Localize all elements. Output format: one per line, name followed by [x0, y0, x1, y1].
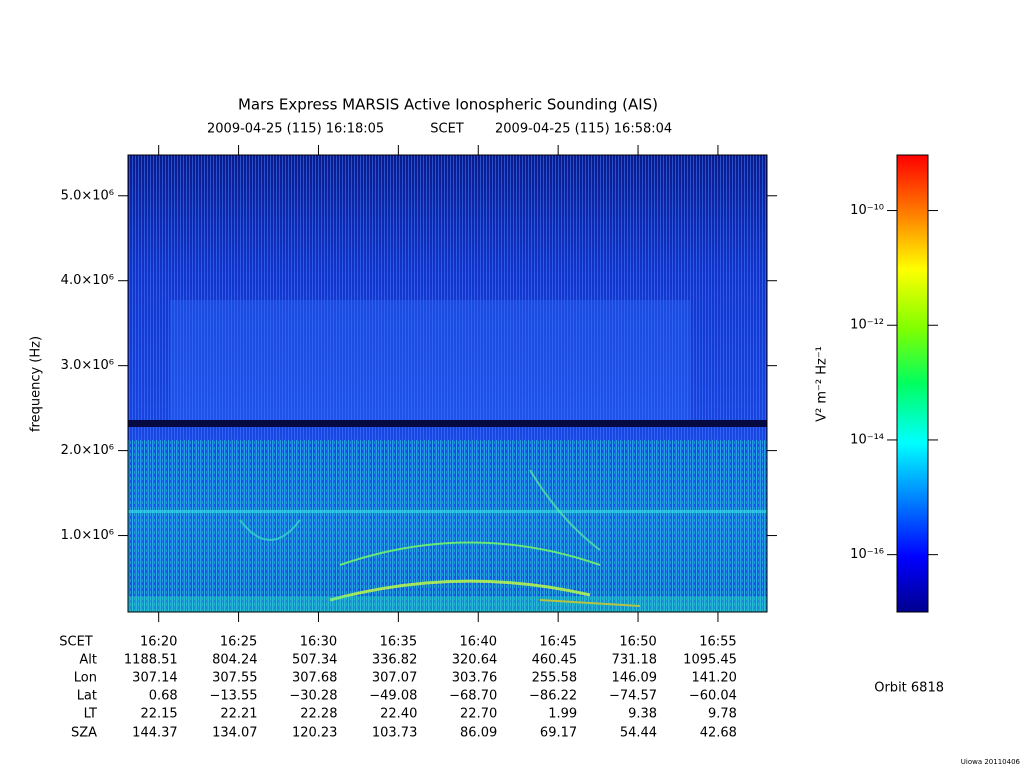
ephemeris-value: 54.44 — [620, 726, 657, 741]
ephemeris-value: 69.17 — [540, 726, 577, 741]
ephemeris-row-label: Lon — [74, 671, 97, 686]
y-tick-label: 1.0×10⁶ — [61, 528, 114, 543]
ephemeris-value: 9.78 — [708, 707, 737, 722]
ephemeris-value: 120.23 — [292, 726, 338, 741]
ephemeris-value: 42.68 — [700, 726, 737, 741]
ephemeris-value: 134.07 — [212, 726, 258, 741]
ephemeris-value: 9.38 — [628, 707, 657, 722]
colorbar-tick-label: 10⁻¹⁶ — [850, 547, 884, 562]
x-tick-label: 16:40 — [460, 635, 497, 650]
ephemeris-value: 22.70 — [460, 707, 497, 722]
ephemeris-value: 22.15 — [140, 707, 177, 722]
y-tick-label: 3.0×10⁶ — [61, 358, 114, 373]
time-system: SCET — [430, 122, 464, 137]
ephemeris-row-label: Lat — [77, 689, 97, 704]
ephemeris-value: 731.18 — [612, 653, 658, 668]
x-tick-label: 16:30 — [300, 635, 337, 650]
ephemeris-value: 336.82 — [372, 653, 418, 668]
ephemeris-value: −13.55 — [209, 689, 257, 704]
ephemeris-value: 146.09 — [612, 671, 658, 686]
ephemeris-row-label: SZA — [71, 726, 97, 741]
start-time: 2009-04-25 (115) 16:18:05 — [207, 122, 384, 137]
ephemeris-value: 507.34 — [292, 653, 338, 668]
ephemeris-value: 460.45 — [532, 653, 578, 668]
colorbar-tick-label: 10⁻¹² — [850, 318, 884, 333]
colorbar-tick-label: 10⁻¹⁴ — [850, 432, 884, 447]
x-tick-label: 16:45 — [539, 635, 576, 650]
ephemeris-value: −30.28 — [289, 689, 337, 704]
x-tick-label: 16:20 — [140, 635, 177, 650]
spectrogram — [127, 154, 768, 613]
ephemeris-value: 307.55 — [212, 671, 258, 686]
y-tick-label: 2.0×10⁶ — [61, 443, 114, 458]
ephemeris-label: SCET — [59, 635, 93, 650]
ephemeris-value: 804.24 — [212, 653, 258, 668]
orbit: Orbit 6818 — [874, 681, 944, 696]
colorbar — [896, 154, 929, 613]
ephemeris-value: 22.21 — [220, 707, 257, 722]
ephemeris-value: −74.57 — [609, 689, 657, 704]
ephemeris-value: 1.99 — [548, 707, 577, 722]
ephemeris-value: 0.68 — [149, 689, 178, 704]
ephemeris-value: 307.68 — [292, 671, 338, 686]
y-tick-label: 5.0×10⁶ — [61, 188, 114, 203]
x-tick-label: 16:50 — [619, 635, 656, 650]
ephemeris-value: 1095.45 — [683, 653, 737, 668]
ephemeris-value: −86.22 — [529, 689, 577, 704]
ephemeris-value: 320.64 — [452, 653, 498, 668]
ephemeris-value: 86.09 — [460, 726, 497, 741]
colorbar-tick-label: 10⁻¹⁰ — [850, 203, 884, 218]
footer: Uiowa 20110406 — [961, 758, 1021, 766]
x-tick-label: 16:25 — [220, 635, 257, 650]
ephemeris-row-label: LT — [84, 707, 97, 722]
ephemeris-value: −68.70 — [449, 689, 497, 704]
ephemeris-value: 141.20 — [691, 671, 737, 686]
colorbar-label: V² m⁻² Hz⁻¹ — [815, 346, 830, 422]
ephemeris-value: −60.04 — [689, 689, 737, 704]
ephemeris-value: 22.40 — [380, 707, 417, 722]
y-tick-label: 4.0×10⁶ — [61, 273, 114, 288]
end-time: 2009-04-25 (115) 16:58:04 — [495, 122, 672, 137]
ephemeris-value: 307.14 — [132, 671, 178, 686]
ephemeris-value: 255.58 — [532, 671, 578, 686]
ephemeris-value: 303.76 — [452, 671, 498, 686]
ephemeris-value: 103.73 — [372, 726, 418, 741]
ephemeris-value: 22.28 — [300, 707, 337, 722]
chart-title: Mars Express MARSIS Active Ionospheric S… — [238, 96, 658, 114]
y-axis-label: frequency (Hz) — [29, 336, 44, 432]
ephemeris-value: 1188.51 — [124, 653, 178, 668]
ephemeris-value: 307.07 — [372, 671, 418, 686]
x-tick-label: 16:35 — [380, 635, 417, 650]
ephemeris-value: −49.08 — [369, 689, 417, 704]
ephemeris-value: 144.37 — [132, 726, 178, 741]
x-tick-label: 16:55 — [699, 635, 736, 650]
ephemeris-row-label: Alt — [79, 653, 97, 668]
